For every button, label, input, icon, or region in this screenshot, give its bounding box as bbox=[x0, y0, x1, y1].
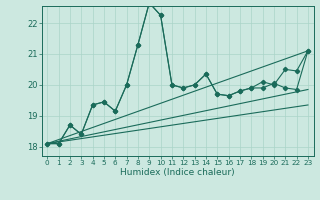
X-axis label: Humidex (Indice chaleur): Humidex (Indice chaleur) bbox=[120, 168, 235, 177]
